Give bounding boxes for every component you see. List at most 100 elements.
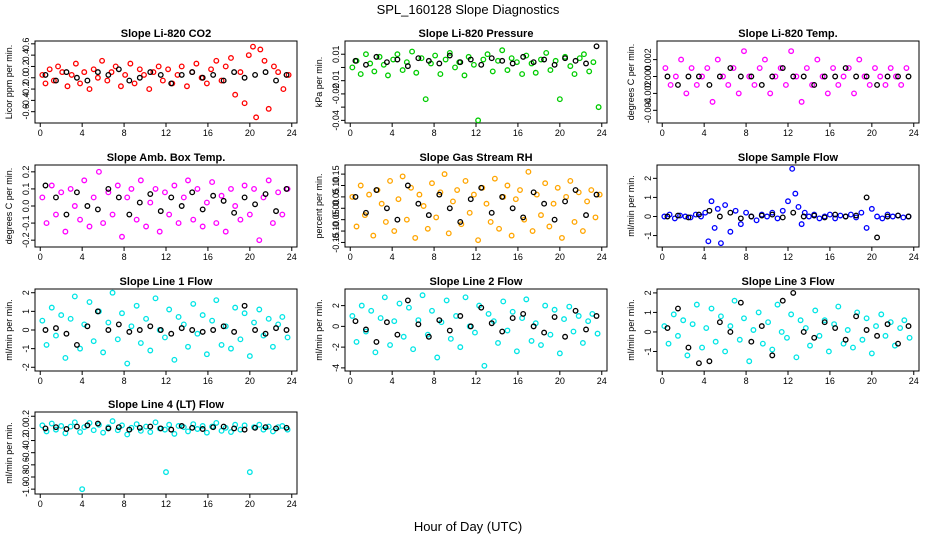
data-point-series-2	[790, 289, 797, 296]
data-point-series-2	[241, 426, 248, 433]
data-point-series-1	[873, 323, 879, 330]
data-point-series-1	[814, 56, 821, 63]
data-point-series-1	[228, 55, 234, 61]
data-point-series-1	[385, 72, 391, 79]
y-tick-label: -0.8	[21, 469, 31, 485]
data-point-series-1	[381, 294, 388, 301]
data-point-series-1	[750, 327, 757, 333]
data-point-series-1	[409, 48, 416, 55]
data-point-series-1	[185, 343, 191, 350]
panel-title: Slope Line 2 Flow	[430, 276, 523, 288]
data-point-series-1	[551, 306, 558, 313]
data-point-series-1	[100, 220, 107, 227]
data-point-series-1	[112, 63, 119, 70]
data-point-series-1	[147, 429, 154, 435]
data-points	[39, 418, 291, 493]
data-point-series-1	[209, 179, 216, 186]
data-point-series-2	[136, 327, 143, 333]
data-point-series-2	[467, 56, 474, 63]
data-point-series-2	[262, 330, 269, 337]
data-point-series-1	[81, 177, 88, 184]
data-point-series-1	[688, 65, 695, 72]
data-point-series-2	[562, 55, 569, 62]
data-point-series-1	[237, 336, 244, 343]
data-point-series-2	[157, 327, 164, 333]
data-point-series-1	[840, 73, 847, 80]
data-point-series-1	[391, 228, 398, 235]
x-tick-label: 16	[825, 376, 835, 386]
data-point-series-1	[53, 332, 59, 339]
data-point-series-2	[832, 325, 839, 331]
x-tick-label: 24	[909, 376, 919, 386]
data-point-series-2	[404, 297, 411, 304]
data-point-series-1	[58, 189, 65, 196]
data-point-series-1	[410, 346, 417, 353]
data-point-series-2	[895, 340, 901, 347]
data-point-series-1	[79, 486, 86, 493]
data-point-series-2	[42, 425, 49, 432]
data-point-series-2	[115, 321, 122, 328]
data-point-series-1	[39, 317, 46, 324]
data-point-series-2	[695, 73, 702, 80]
data-point-series-2	[404, 63, 411, 70]
data-point-series-1	[77, 429, 84, 435]
x-tick-label: 20	[555, 376, 565, 386]
data-point-series-2	[664, 73, 671, 80]
data-point-series-1	[349, 313, 356, 319]
x-tick-label: 0	[660, 376, 665, 386]
y-axis-label: percent per min.	[314, 173, 324, 238]
y-tick-label: -0.6	[21, 457, 31, 473]
y-tick-label: 0.4	[21, 49, 31, 62]
x-tick-label: 16	[203, 128, 213, 138]
data-point-series-2	[884, 73, 891, 80]
data-point-series-1	[566, 303, 573, 310]
data-point-series-2	[842, 336, 849, 343]
data-point-series-1	[777, 65, 784, 72]
data-points	[661, 165, 912, 247]
data-point-series-1	[370, 232, 377, 239]
data-point-series-2	[363, 61, 369, 68]
data-point-series-1	[727, 228, 734, 235]
y-tick-label: 2	[643, 290, 653, 295]
data-point-series-1	[731, 297, 738, 304]
data-point-series-1	[699, 344, 706, 351]
data-point-series-2	[874, 332, 881, 339]
data-point-series-2	[800, 329, 807, 335]
data-point-series-1	[517, 187, 523, 194]
data-point-series-2	[551, 61, 558, 68]
data-point-series-1	[222, 228, 229, 235]
data-point-series-1	[795, 204, 802, 210]
data-point-series-1	[889, 213, 896, 220]
data-point-series-1	[484, 51, 491, 58]
data-point-series-1	[788, 48, 795, 55]
data-point-series-1	[42, 80, 49, 87]
data-point-series-1	[232, 304, 239, 311]
data-point-series-1	[868, 350, 875, 357]
data-point-series-2	[126, 426, 133, 433]
data-point-series-2	[94, 69, 101, 76]
data-point-series-2	[436, 191, 443, 198]
data-point-series-1	[884, 211, 891, 218]
data-point-series-2	[520, 214, 527, 221]
data-point-series-1	[228, 429, 234, 435]
data-point-series-1	[861, 73, 868, 80]
data-point-series-1	[546, 223, 553, 230]
data-point-series-1	[137, 340, 144, 346]
data-point-series-1	[538, 212, 544, 219]
y-tick-label: 0.2	[21, 410, 31, 423]
data-point-series-2	[147, 423, 154, 430]
data-point-series-1	[218, 341, 225, 348]
data-point-series-1	[877, 73, 884, 80]
data-point-series-2	[905, 73, 912, 80]
data-point-series-1	[556, 350, 563, 357]
data-point-series-2	[94, 308, 101, 315]
data-point-series-1	[785, 198, 791, 205]
data-point-series-1	[906, 334, 913, 341]
data-point-series-2	[53, 424, 59, 431]
data-point-series-2	[115, 194, 122, 201]
data-point-series-2	[779, 214, 786, 221]
data-point-series-1	[761, 56, 768, 63]
data-point-series-2	[252, 71, 259, 78]
data-point-series-1	[481, 362, 488, 369]
